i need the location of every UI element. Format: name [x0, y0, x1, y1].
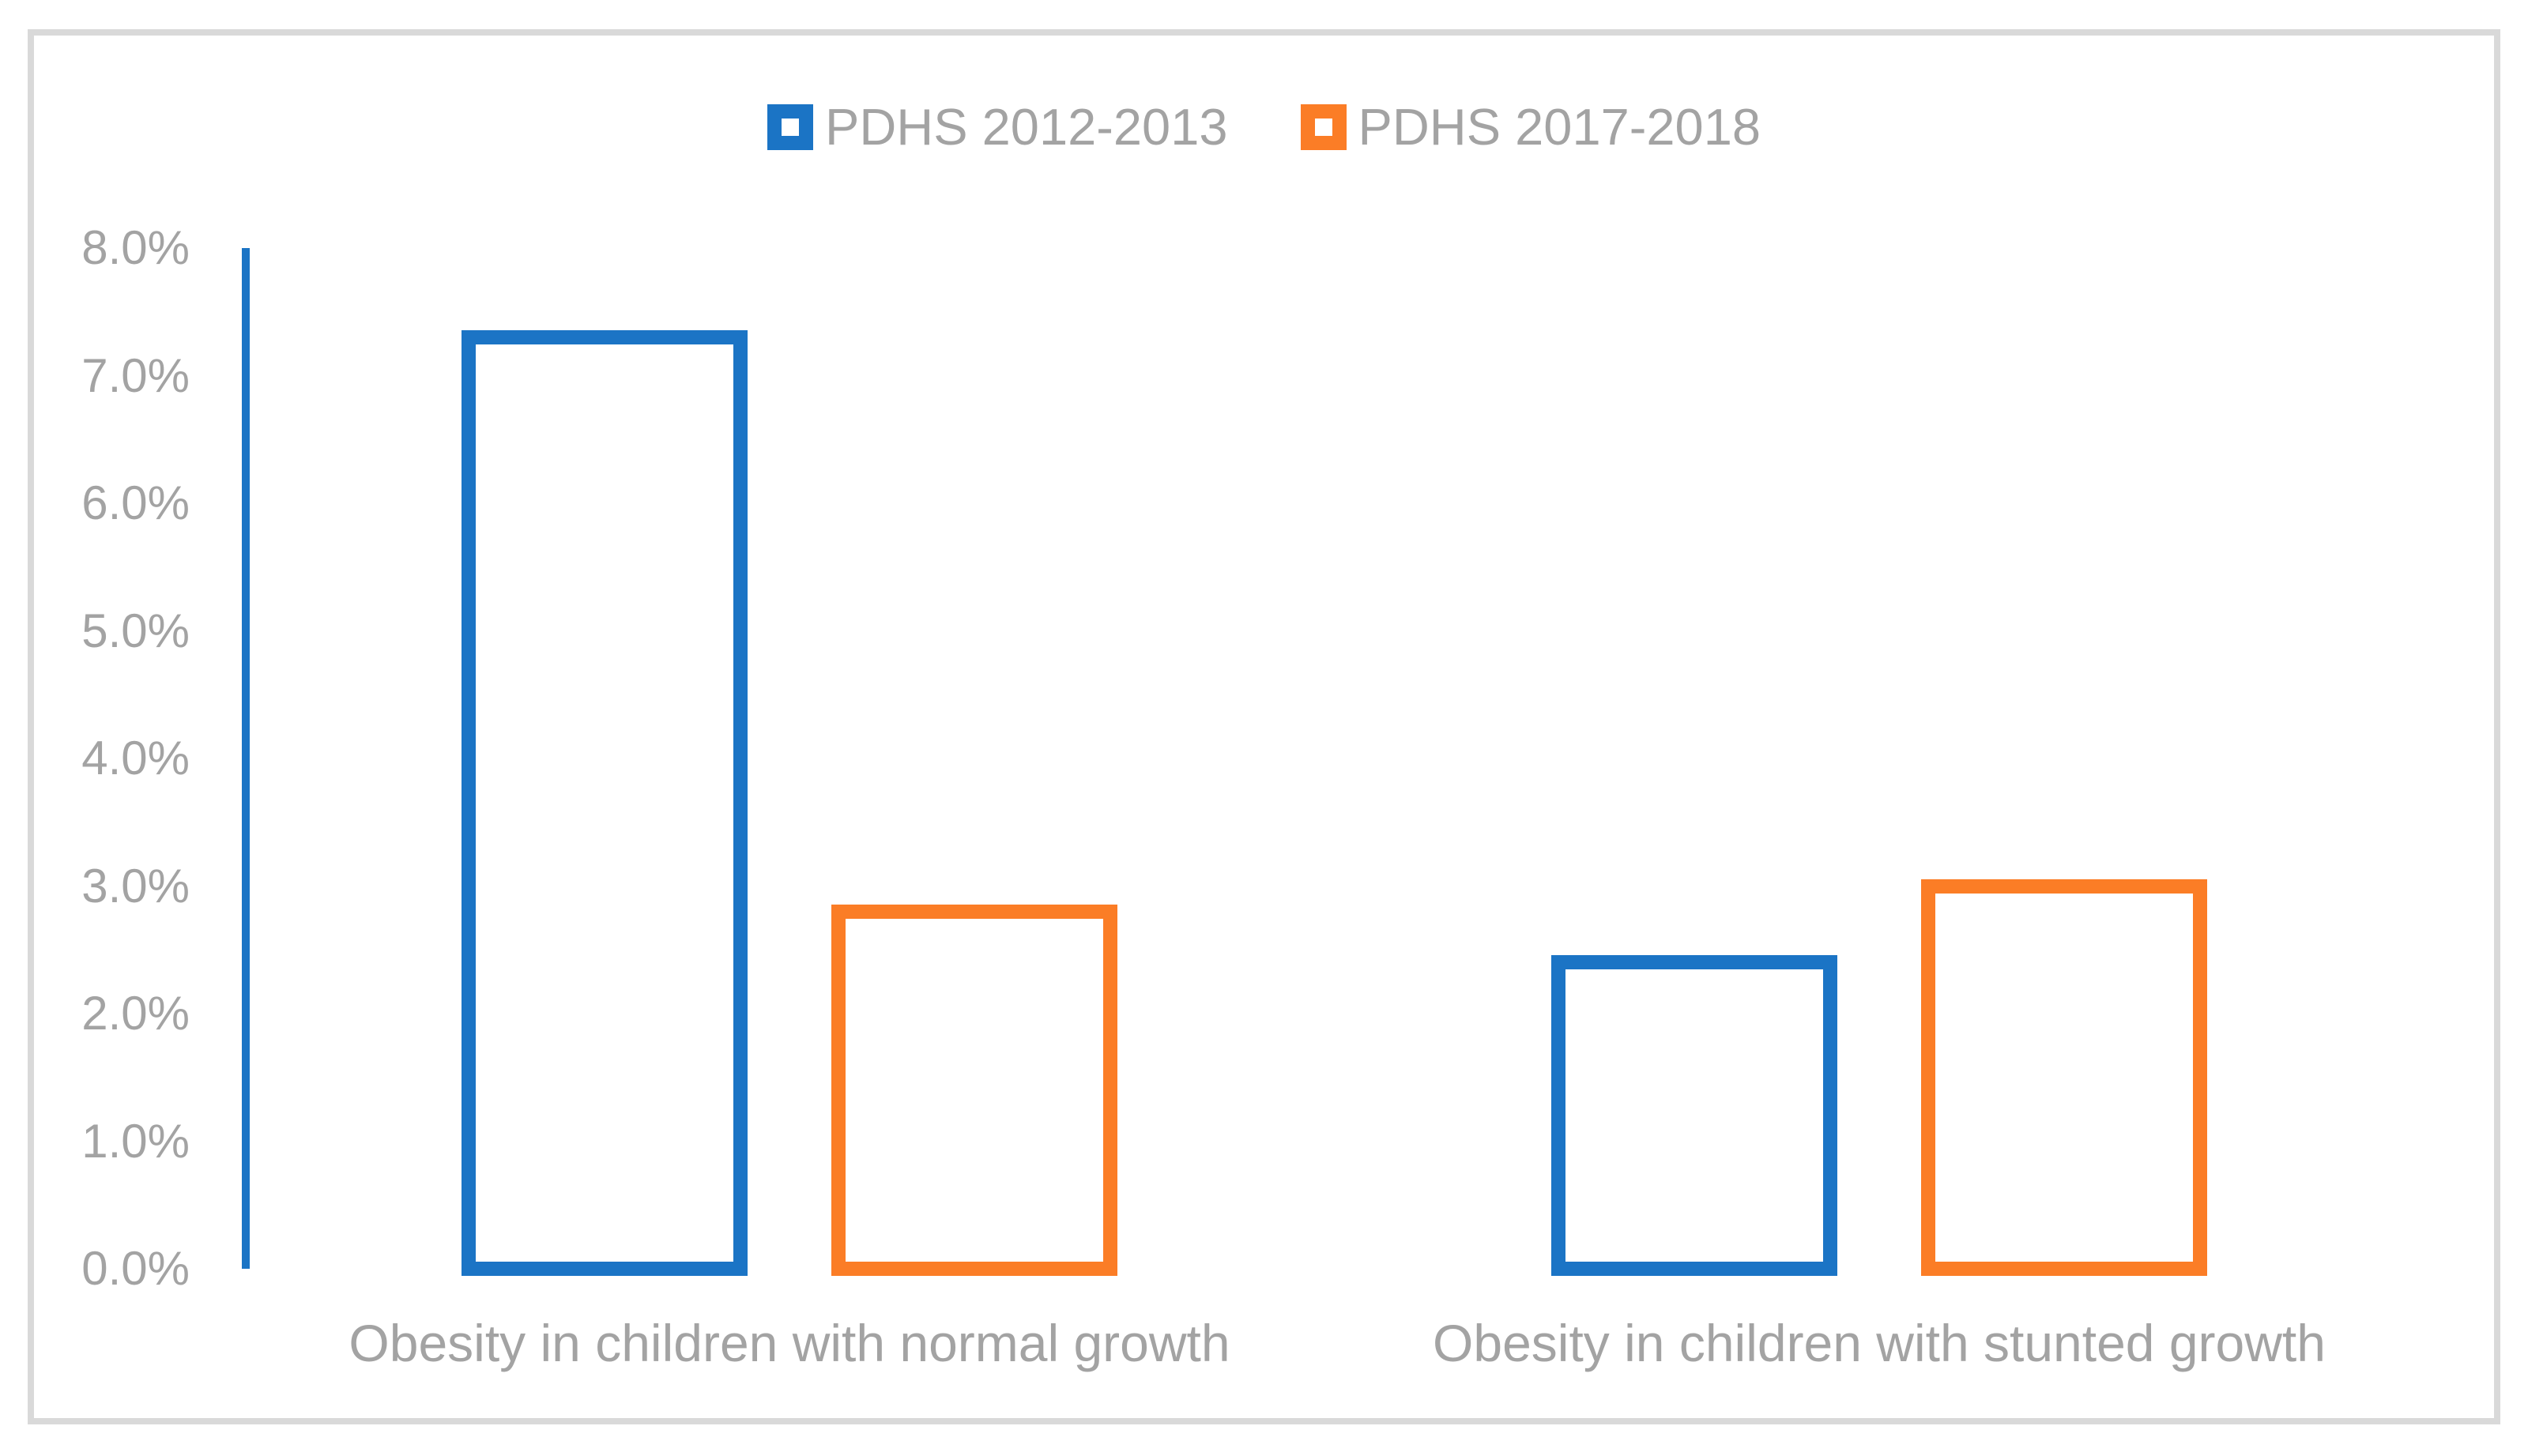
y-axis-tick-label: 6.0%	[81, 476, 190, 529]
bar-pdhs-2012-2013	[462, 330, 748, 1276]
y-axis-tick-label: 7.0%	[81, 348, 190, 402]
y-axis-tick-label: 8.0%	[81, 221, 190, 274]
y-axis-tick-label: 5.0%	[81, 604, 190, 657]
legend-item-pdhs-2017-2018: PDHS 2017-2018	[1300, 98, 1761, 156]
x-axis-category-label: Obesity in children with stunted growth	[1433, 1314, 2326, 1372]
legend: PDHS 2012-2013 PDHS 2017-2018	[0, 101, 2528, 152]
legend-marker-square-icon	[767, 103, 813, 150]
x-axis-category-label: Obesity in children with normal growth	[348, 1314, 1230, 1372]
y-axis-tick-label: 2.0%	[81, 987, 190, 1040]
legend-item-pdhs-2012-2013: PDHS 2012-2013	[767, 101, 1228, 152]
legend-label: PDHS 2017-2018	[1358, 98, 1761, 156]
legend-marker-square-icon	[1300, 103, 1347, 150]
legend-label: PDHS 2012-2013	[825, 98, 1228, 156]
bar-pdhs-2017-2018	[831, 904, 1117, 1276]
y-axis-tick-label: 3.0%	[81, 859, 190, 912]
bar-pdhs-2012-2013	[1551, 955, 1837, 1276]
y-axis-tick-label: 0.0%	[81, 1242, 190, 1295]
y-axis-tick-label: 1.0%	[81, 1114, 190, 1168]
y-axis-line	[242, 248, 250, 1269]
chart-outer-border	[28, 29, 2500, 1424]
bar-pdhs-2017-2018	[1921, 878, 2207, 1276]
y-axis-tick-label: 4.0%	[81, 732, 190, 784]
